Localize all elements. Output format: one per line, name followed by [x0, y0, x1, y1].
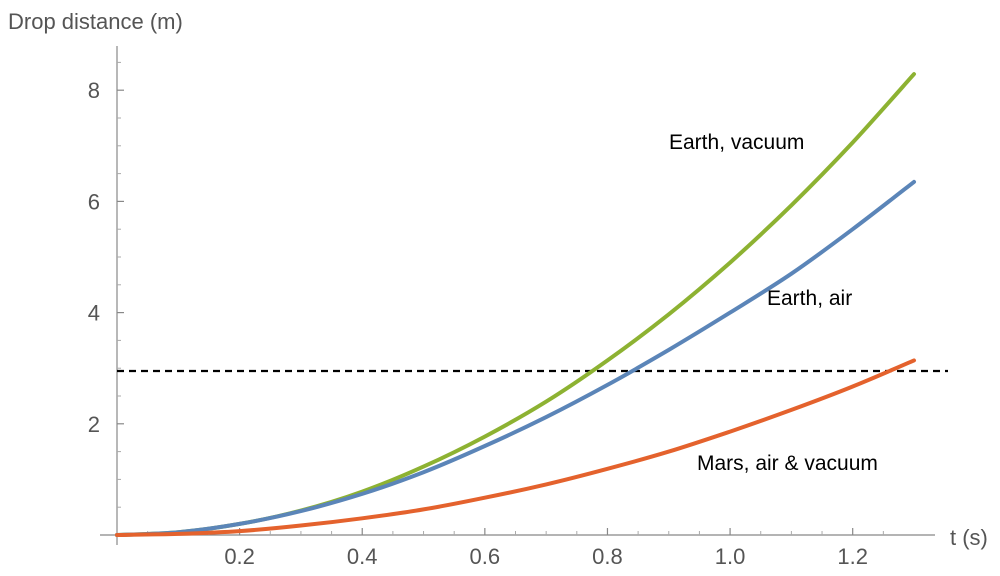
x-tick-label: 0.2	[224, 544, 255, 569]
series-label-mars: Mars, air & vacuum	[697, 452, 878, 475]
x-tick-label: 0.6	[470, 544, 501, 569]
y-tick-label: 4	[88, 301, 100, 326]
x-tick-label: 1.2	[837, 544, 868, 569]
series-label-earth-air: Earth, air	[767, 287, 852, 310]
series-label-earth-vacuum: Earth, vacuum	[669, 131, 804, 154]
series-line-earth-air	[115, 179, 916, 537]
x-tick-label: 0.8	[592, 544, 623, 569]
series-line-mars	[115, 358, 916, 537]
series-lines	[115, 72, 916, 537]
y-tick-label: 2	[88, 412, 100, 437]
x-ticks: 0.2 0.4 0.6 0.8 1.0 1.2	[147, 528, 884, 569]
y-tick-label: 8	[88, 78, 100, 103]
x-tick-label: 1.0	[715, 544, 746, 569]
y-axis-label: Drop distance (m)	[8, 9, 183, 34]
y-ticks: 2 4 6 8	[88, 61, 124, 508]
y-tick-label: 6	[88, 189, 100, 214]
x-tick-label: 0.4	[347, 544, 378, 569]
x-axis-label: t (s)	[950, 525, 988, 550]
axes: 0.2 0.4 0.6 0.8 1.0 1.2 2 4 6 8	[88, 46, 935, 569]
